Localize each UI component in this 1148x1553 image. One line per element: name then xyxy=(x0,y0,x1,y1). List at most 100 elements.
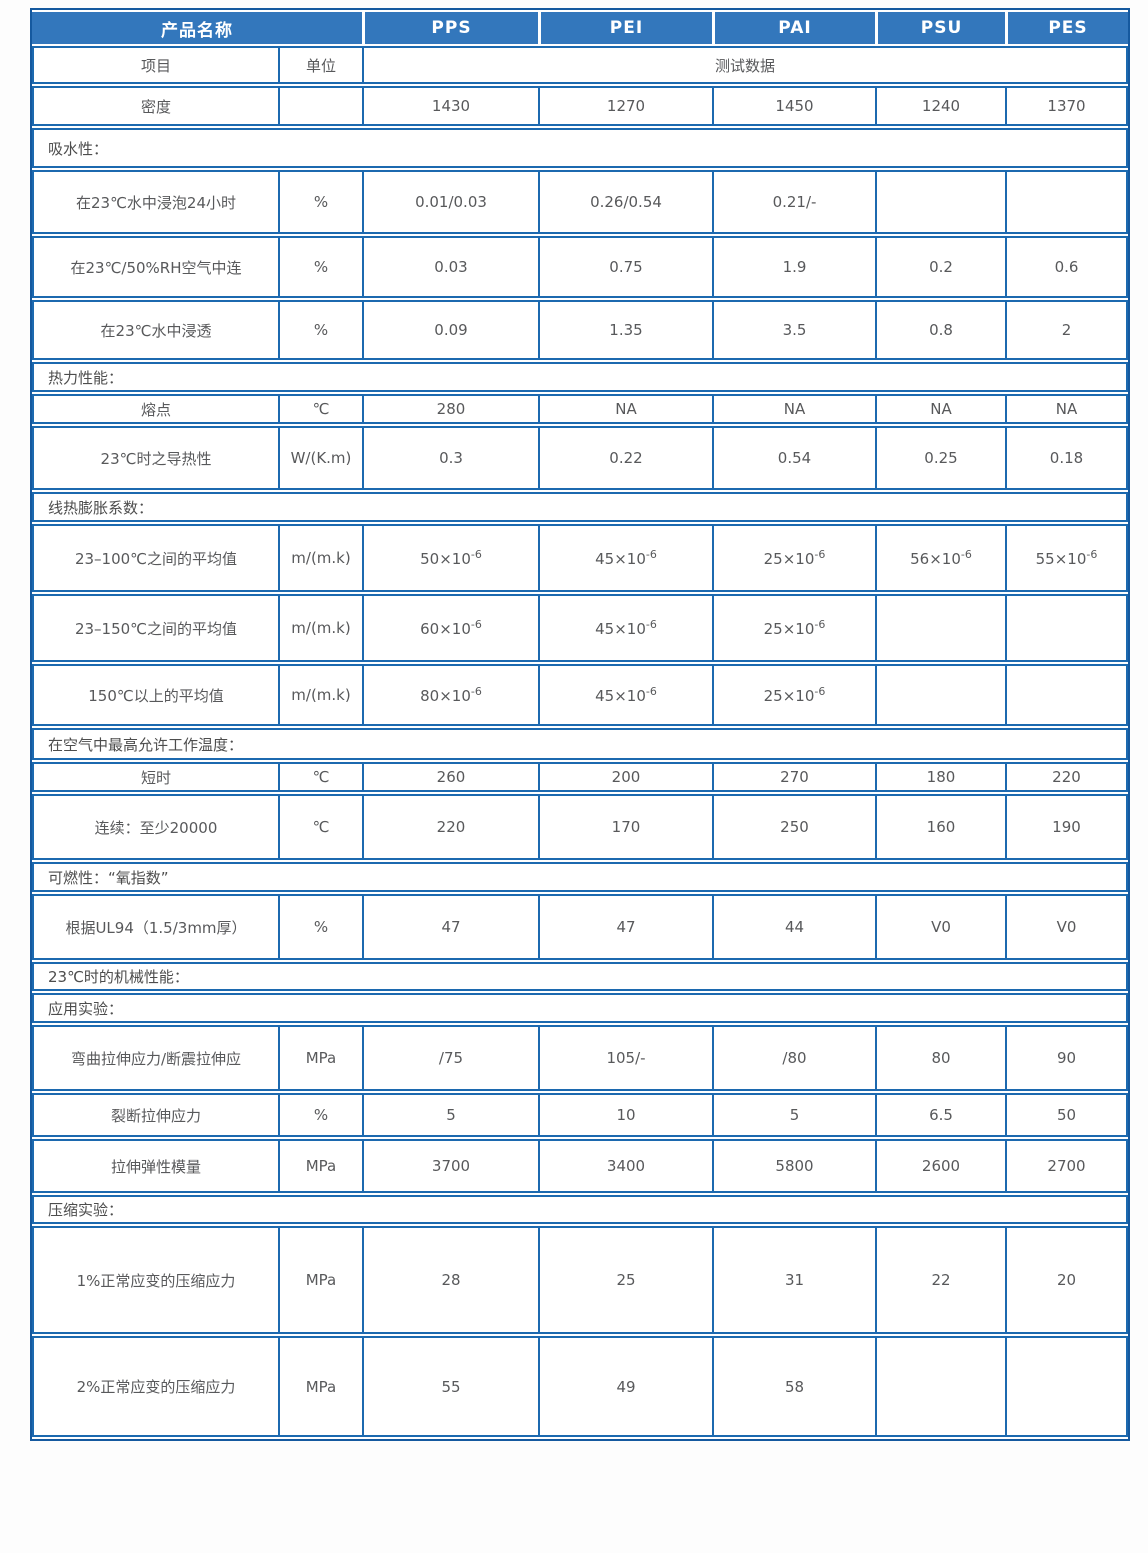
item-header-cell: 项目 xyxy=(32,46,278,84)
value-cell: 0.6 xyxy=(1005,236,1128,298)
value-cell xyxy=(1005,170,1128,234)
item-label-cell: 在23℃水中浸泡24小时 xyxy=(32,170,278,234)
table-row: 2%正常应变的压缩应力 MPa 55 49 58 xyxy=(32,1336,1128,1437)
value-cell: 170 xyxy=(538,794,712,860)
value-cell: NA xyxy=(538,394,712,424)
section-row: 吸水性： xyxy=(32,128,1128,168)
value-cell: 49 xyxy=(538,1336,712,1437)
value-cell: 0.22 xyxy=(538,426,712,490)
item-label-cell: 23–150℃之间的平均值 xyxy=(32,594,278,662)
value-cell: 0.8 xyxy=(875,300,1005,360)
value-cell xyxy=(875,170,1005,234)
value-cell: 5800 xyxy=(712,1139,875,1193)
table-row: 23–150℃之间的平均值 m/(m.k) 60×10-6 45×10-6 25×10-… xyxy=(32,594,1128,662)
unit-cell: MPa xyxy=(278,1226,362,1334)
value-cell: 80×10-6 xyxy=(362,664,538,726)
value-cell: 45×10-6 xyxy=(538,524,712,592)
value-cell: 180 xyxy=(875,762,1005,792)
value-cell: 270 xyxy=(712,762,875,792)
value-cell: 2600 xyxy=(875,1139,1005,1193)
value-cell: 1430 xyxy=(362,86,538,126)
product-col-psu: PSU xyxy=(875,12,1005,44)
section-label: 线热膨胀系数： xyxy=(32,492,1128,522)
section-label: 在空气中最高允许工作温度： xyxy=(32,728,1128,760)
value-cell: NA xyxy=(712,394,875,424)
value-cell: 0.54 xyxy=(712,426,875,490)
table-row: 密度 1430 1270 1450 1240 1370 xyxy=(32,86,1128,126)
section-row: 可燃性：“氧指数” xyxy=(32,862,1128,892)
value-cell xyxy=(875,594,1005,662)
value-cell: 0.03 xyxy=(362,236,538,298)
value-cell: 190 xyxy=(1005,794,1128,860)
value-cell: 0.26/0.54 xyxy=(538,170,712,234)
section-row: 热力性能： xyxy=(32,362,1128,392)
value-cell: 0.2 xyxy=(875,236,1005,298)
table-row: 1%正常应变的压缩应力 MPa 28 25 31 22 20 xyxy=(32,1226,1128,1334)
item-label-cell: 短时 xyxy=(32,762,278,792)
item-label-cell: 在23℃水中浸透 xyxy=(32,300,278,360)
unit-header-cell: 单位 xyxy=(278,46,362,84)
product-header-row: 产品名称 PPS PEI PAI PSU PES xyxy=(32,12,1128,44)
value-cell xyxy=(875,1336,1005,1437)
product-col-pai: PAI xyxy=(712,12,875,44)
value-cell: 25×10-6 xyxy=(712,524,875,592)
value-cell: 45×10-6 xyxy=(538,664,712,726)
item-label-cell: 23–100℃之间的平均值 xyxy=(32,524,278,592)
unit-cell: m/(m.k) xyxy=(278,524,362,592)
value-cell: 2700 xyxy=(1005,1139,1128,1193)
unit-cell: W/(K.m) xyxy=(278,426,362,490)
value-cell: 50×10-6 xyxy=(362,524,538,592)
item-label-cell: 2%正常应变的压缩应力 xyxy=(32,1336,278,1437)
product-col-pes: PES xyxy=(1005,12,1128,44)
value-cell: 58 xyxy=(712,1336,875,1437)
value-cell: 10 xyxy=(538,1093,712,1137)
unit-cell: m/(m.k) xyxy=(278,664,362,726)
table-row: 150℃以上的平均值 m/(m.k) 80×10-6 45×10-6 25×10-6 xyxy=(32,664,1128,726)
value-cell: 25×10-6 xyxy=(712,664,875,726)
table-row: 根据UL94（1.5/3mm厚）% 47 47 44 V0 V0 xyxy=(32,894,1128,960)
item-label-cell: 熔点 xyxy=(32,394,278,424)
unit-cell: m/(m.k) xyxy=(278,594,362,662)
section-label: 应用实验： xyxy=(32,993,1128,1023)
value-cell: 260 xyxy=(362,762,538,792)
unit-cell: ℃ xyxy=(278,794,362,860)
table-row: 在23℃水中浸泡24小时% 0.01/0.03 0.26/0.54 0.21/- xyxy=(32,170,1128,234)
item-label-cell: 23℃时之导热性 xyxy=(32,426,278,490)
table-row: 23℃时之导热性 W/(K.m) 0.3 0.22 0.54 0.25 0.18 xyxy=(32,426,1128,490)
unit-cell: % xyxy=(278,300,362,360)
value-cell: 5 xyxy=(712,1093,875,1137)
value-cell: 3700 xyxy=(362,1139,538,1193)
material-properties-table: 产品名称 PPS PEI PAI PSU PES 项目 单位 测试数据 密度 14… xyxy=(30,8,1130,1441)
value-cell: 31 xyxy=(712,1226,875,1334)
value-cell: 1450 xyxy=(712,86,875,126)
item-label-cell: 在23℃/50%RH空气中连 xyxy=(32,236,278,298)
value-cell: NA xyxy=(875,394,1005,424)
product-col-pps: PPS xyxy=(362,12,538,44)
table-row: 弯曲拉伸应力/断震拉伸应 MPa/75 105/-/80 80 90 xyxy=(32,1025,1128,1091)
value-cell: 6.5 xyxy=(875,1093,1005,1137)
value-cell: 0.21/- xyxy=(712,170,875,234)
value-cell: 160 xyxy=(875,794,1005,860)
unit-cell: MPa xyxy=(278,1139,362,1193)
section-row: 线热膨胀系数： xyxy=(32,492,1128,522)
value-cell: 47 xyxy=(538,894,712,960)
value-cell: 1240 xyxy=(875,86,1005,126)
table-row: 在23℃水中浸透% 0.09 1.35 3.5 0.8 2 xyxy=(32,300,1128,360)
value-cell: 220 xyxy=(362,794,538,860)
test-data-header-cell: 测试数据 xyxy=(362,46,1128,84)
unit-cell: % xyxy=(278,894,362,960)
value-cell: 20 xyxy=(1005,1226,1128,1334)
value-cell: 3400 xyxy=(538,1139,712,1193)
product-name-header: 产品名称 xyxy=(32,12,362,44)
subheader-row: 项目 单位 测试数据 xyxy=(32,46,1128,84)
item-label-cell: 150℃以上的平均值 xyxy=(32,664,278,726)
value-cell: 55×10-6 xyxy=(1005,524,1128,592)
value-cell: 45×10-6 xyxy=(538,594,712,662)
value-cell: 1.35 xyxy=(538,300,712,360)
unit-cell: % xyxy=(278,236,362,298)
value-cell: 60×10-6 xyxy=(362,594,538,662)
unit-cell: % xyxy=(278,170,362,234)
item-label-cell: 拉伸弹性模量 xyxy=(32,1139,278,1193)
product-col-pei: PEI xyxy=(538,12,712,44)
item-label-cell: 裂断拉伸应力 xyxy=(32,1093,278,1137)
